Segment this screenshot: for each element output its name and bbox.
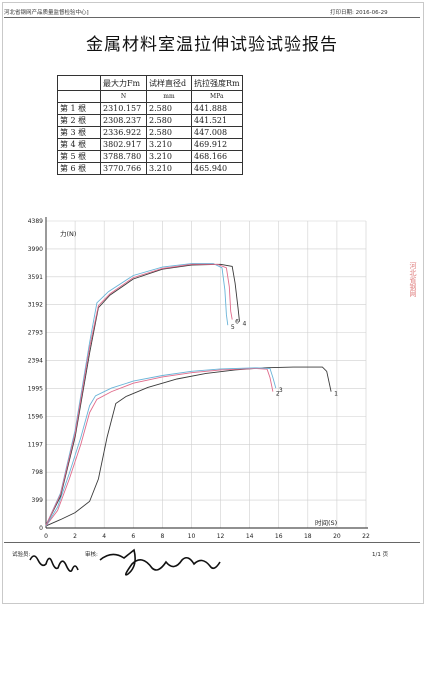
series-line-4 bbox=[45, 263, 240, 526]
series-label-2: 2 bbox=[276, 391, 280, 398]
x-tick-label: 14 bbox=[246, 533, 254, 540]
series-line-2 bbox=[45, 368, 274, 527]
series-label-5: 5 bbox=[231, 324, 235, 331]
x-tick-label: 8 bbox=[160, 533, 164, 540]
cell-d: 2.580 bbox=[146, 102, 192, 115]
y-tick-label: 3192 bbox=[28, 302, 43, 309]
signatures bbox=[29, 548, 221, 576]
x-tick-label: 10 bbox=[188, 533, 196, 540]
series-line-1 bbox=[45, 366, 332, 527]
x-tick-label: 4 bbox=[102, 533, 106, 540]
y-tick-label: 3591 bbox=[28, 274, 43, 281]
tester-label: 试验员: bbox=[12, 552, 31, 558]
cell-rm: 465.940 bbox=[191, 162, 243, 175]
x-tick-label: 20 bbox=[333, 533, 341, 540]
print-date: 打印日期: 2016-06-29 bbox=[330, 10, 388, 16]
reviewer-label: 审核: bbox=[85, 552, 98, 558]
results-table: 最大力Fm 试样直径d 抗拉强度Rm N mm MPa 第 1 根 2310.1… bbox=[57, 75, 243, 175]
table-row: 第 1 根 2310.157 2.580 441.888 bbox=[57, 102, 243, 115]
x-tick-label: 0 bbox=[44, 533, 48, 540]
y-tick-label: 1596 bbox=[28, 413, 43, 420]
series-line-6 bbox=[45, 263, 233, 526]
y-tick-label: 2793 bbox=[28, 330, 43, 337]
header-divider bbox=[4, 17, 420, 18]
reviewer-signature bbox=[99, 548, 221, 576]
series-line-3 bbox=[45, 367, 277, 527]
x-tick-label: 16 bbox=[275, 533, 283, 540]
series-label-3: 3 bbox=[279, 387, 283, 394]
y-tick-labels: 0 399 798 1197 1596 1995 2394 2793 3192 3591 3990 4… bbox=[28, 218, 43, 532]
chart-series bbox=[45, 263, 332, 527]
table-row: 第 3 根 2336.922 2.580 447.008 bbox=[57, 126, 243, 139]
x-tick-label: 6 bbox=[131, 533, 135, 540]
y-tick-label: 399 bbox=[32, 497, 44, 504]
y-tick-label: 0 bbox=[39, 525, 43, 532]
y-axis-label: 力(N) bbox=[60, 230, 77, 238]
y-tick-label: 1995 bbox=[28, 385, 43, 392]
tester-signature bbox=[29, 555, 79, 572]
cell-d: 3.210 bbox=[146, 162, 192, 175]
footer-divider bbox=[4, 542, 420, 543]
chart-grid bbox=[45, 220, 367, 529]
report-title: 金属材料室温拉伸试验试验报告 bbox=[86, 35, 338, 55]
header-org: 河北省钢网产品质量监督检验中心] bbox=[4, 10, 89, 16]
table-row: 第 5 根 3788.780 3.210 468.166 bbox=[57, 150, 243, 163]
table-row: 第 6 根 3770.766 3.210 465.940 bbox=[57, 162, 243, 175]
y-tick-label: 2394 bbox=[28, 358, 43, 365]
series-line-5 bbox=[45, 263, 229, 526]
chart-axes bbox=[45, 217, 368, 529]
y-tick-label: 3990 bbox=[28, 246, 43, 253]
x-axis-label: 时间(S) bbox=[315, 519, 338, 527]
stamp-mark: 河北省钢网 bbox=[409, 262, 417, 297]
y-tick-label: 798 bbox=[32, 469, 44, 476]
x-tick-labels: 0 2 4 6 8 10 12 14 16 18 20 22 bbox=[44, 533, 370, 540]
x-tick-label: 12 bbox=[217, 533, 225, 540]
page-number: 1/1 页 bbox=[372, 552, 389, 558]
x-tick-label: 22 bbox=[362, 533, 370, 540]
x-tick-label: 2 bbox=[73, 533, 77, 540]
cell-fm: 3770.766 bbox=[100, 162, 147, 175]
y-tick-label: 4389 bbox=[28, 218, 43, 225]
x-tick-label: 18 bbox=[304, 533, 312, 540]
series-labels: 1 2 3 456 bbox=[231, 319, 338, 398]
table-row: 第 4 根 3802.917 3.210 469.912 bbox=[57, 138, 243, 151]
force-time-chart: 0 399 798 1197 1596 1995 2394 2793 3192 3591 3990 4… bbox=[28, 217, 370, 540]
y-tick-label: 1197 bbox=[28, 441, 43, 448]
series-label-4: 4 bbox=[242, 321, 246, 328]
series-label-6: 6 bbox=[235, 319, 239, 326]
series-label-1: 1 bbox=[334, 391, 338, 398]
